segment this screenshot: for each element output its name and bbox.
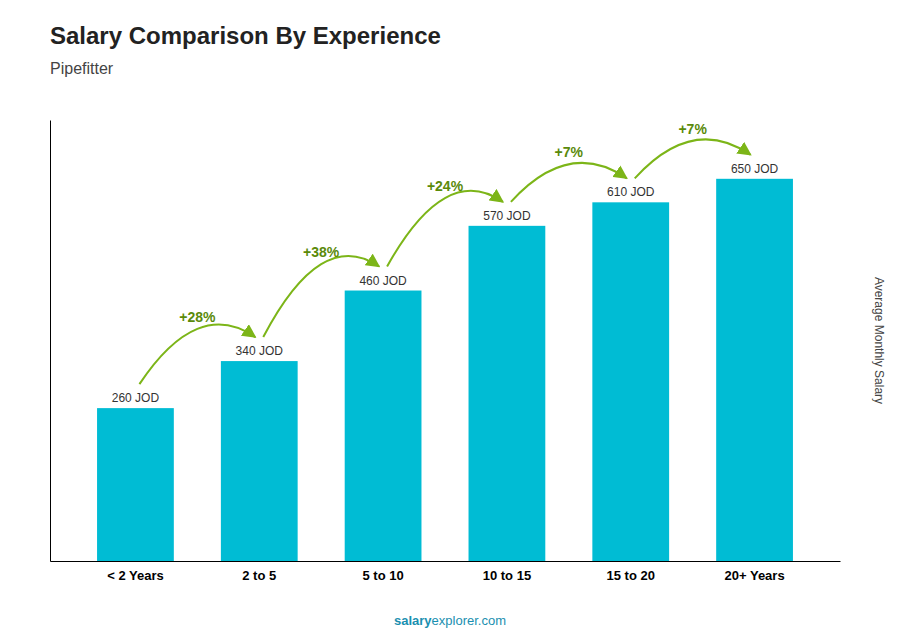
x-tick-label: < 2 Years: [107, 568, 164, 583]
subtitle: Pipefitter: [50, 60, 114, 77]
change-arrow: [511, 163, 627, 202]
change-arrow: [139, 324, 255, 384]
data-label: 340 JOD: [236, 344, 284, 358]
x-tick: 15 to 20: [607, 568, 655, 583]
change-arrow: [635, 139, 751, 178]
x-tick: 5 to 10: [362, 568, 403, 583]
x-tick-label: 2 to 5: [242, 568, 276, 583]
change-label: +38%: [303, 244, 340, 260]
data-label: 260 JOD: [112, 391, 160, 405]
data-label: 570 JOD: [483, 209, 531, 223]
plot: < 2 Years 2 to 5 5 to 10 10 to 15 15 to 20 20…: [51, 121, 841, 584]
x-tick-label: 5 to 10: [362, 568, 403, 583]
x-tick-label: 10 to 15: [483, 568, 531, 583]
x-tick: 20+ Years: [724, 568, 784, 583]
data-label: 650 JOD: [731, 162, 779, 176]
bar: [221, 361, 298, 561]
y-axis-title: Average Monthly Salary: [872, 277, 886, 404]
data-label: 610 JOD: [607, 185, 655, 199]
x-tick-label: 15 to 20: [607, 568, 655, 583]
x-tick: 10 to 15: [483, 568, 531, 583]
footer-part: salary: [394, 613, 432, 628]
title: Salary Comparison By Experience: [50, 22, 441, 49]
x-tick: < 2 Years: [107, 568, 164, 583]
x-tick-label: 20+ Years: [724, 568, 784, 583]
bar: [469, 226, 546, 561]
bar: [592, 202, 669, 561]
change-label: +7%: [678, 121, 707, 137]
change-label: +7%: [555, 144, 584, 160]
change-label: +24%: [427, 178, 464, 194]
change-arrow: [387, 191, 503, 267]
annotations: +28% +38% +24% +7% +7%: [139, 121, 750, 384]
footer: salaryexplorer.com: [394, 613, 506, 628]
bar: [97, 408, 174, 561]
x-tick: 2 to 5: [242, 568, 276, 583]
bar: [716, 179, 793, 561]
x-axis-line: [51, 561, 841, 562]
footer-part: explorer.com: [432, 613, 506, 628]
data-labels: 260 JOD 340 JOD 460 JOD 570 JOD 610 JOD 650 J…: [112, 162, 779, 405]
bars: [97, 179, 793, 561]
chart: Salary Comparison By Experience Pipefitte…: [0, 0, 900, 641]
x-axis: < 2 Years 2 to 5 5 to 10 10 to 15 15 to 20 20…: [51, 562, 841, 584]
y-axis: [50, 121, 51, 562]
bar: [345, 291, 422, 561]
change-label: +28%: [179, 309, 216, 325]
y-axis-line: [50, 121, 51, 562]
data-label: 460 JOD: [359, 274, 407, 288]
change-arrow: [263, 256, 379, 337]
